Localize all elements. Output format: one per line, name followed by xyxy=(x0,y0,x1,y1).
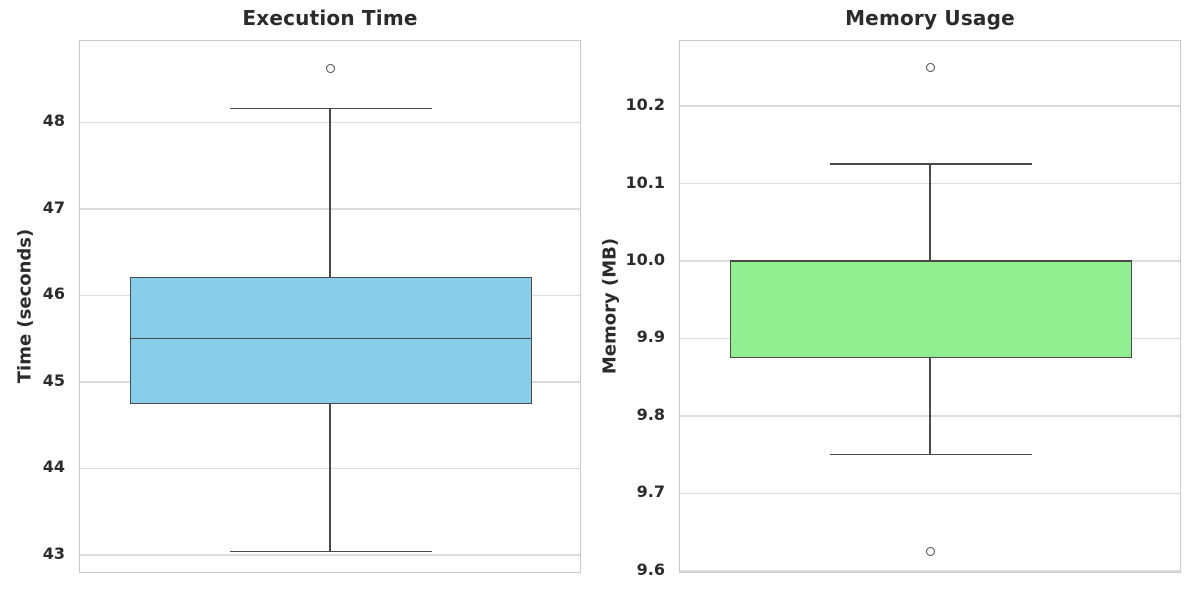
upper-whisker-cap xyxy=(230,107,432,110)
y-tick-label: 44 xyxy=(42,457,65,477)
upper-whisker-line xyxy=(929,164,931,261)
chart-title-execution-time: Execution Time xyxy=(242,6,418,30)
lower-whisker-cap xyxy=(230,550,432,553)
y-tick-label: 9.7 xyxy=(636,482,665,502)
outlier-point xyxy=(325,64,335,74)
median-line xyxy=(130,337,532,340)
iqr-box xyxy=(730,261,1132,358)
lower-whisker-line xyxy=(329,403,331,552)
y-tick-label: 43 xyxy=(42,543,65,563)
y-tick-label: 9.8 xyxy=(636,404,665,424)
lower-whisker-cap xyxy=(830,453,1032,456)
y-tick-label: 46 xyxy=(42,284,65,304)
y-tick-label: 45 xyxy=(42,370,65,390)
memory-usage-panel: Memory Usage Memory (MB) 9.6 9.7 9.8 9.9 10.… xyxy=(600,0,1200,600)
y-tick-label: 10.2 xyxy=(625,95,665,115)
upper-whisker-line xyxy=(329,108,331,278)
plot-area-memory-usage xyxy=(679,40,1181,573)
y-tick-label: 10.1 xyxy=(625,172,665,192)
gridline xyxy=(680,492,1180,495)
gridline xyxy=(680,570,1180,572)
plot-area-execution-time xyxy=(79,40,581,573)
iqr-box xyxy=(130,277,532,404)
outlier-point xyxy=(925,547,935,557)
y-axis-label-execution-time: Time (seconds) xyxy=(14,228,36,384)
y-tick-label: 48 xyxy=(42,111,65,131)
gridline xyxy=(680,105,1180,107)
y-tick-label: 10.0 xyxy=(625,250,665,270)
upper-whisker-cap xyxy=(830,163,1032,165)
outlier-point xyxy=(925,62,935,72)
y-tick-label: 9.6 xyxy=(636,559,665,579)
gridline xyxy=(80,554,580,556)
y-tick-label: 47 xyxy=(42,197,65,217)
lower-whisker-line xyxy=(929,357,931,455)
y-tick-label: 9.9 xyxy=(636,327,665,347)
median-line xyxy=(730,260,1132,262)
chart-title-memory-usage: Memory Usage xyxy=(845,6,1015,30)
execution-time-panel: Execution Time Time (seconds) 43 44 45 46 47… xyxy=(14,6,581,573)
